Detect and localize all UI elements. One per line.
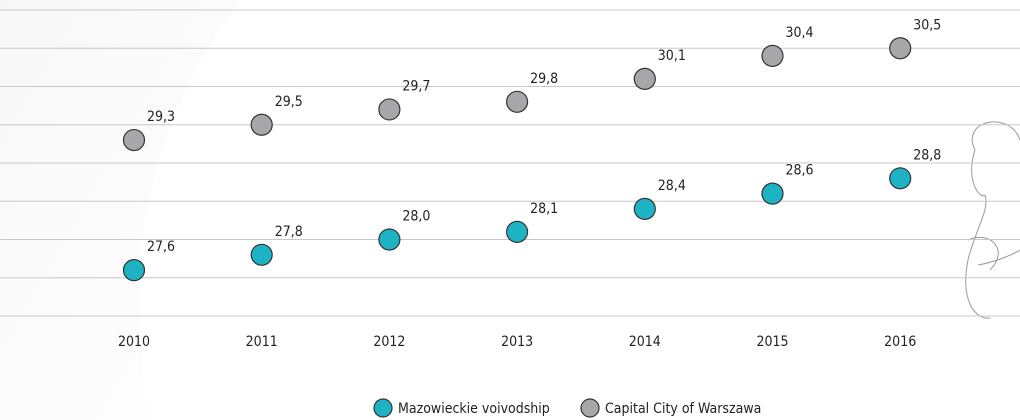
x-tick-label: 2012 bbox=[373, 334, 405, 350]
value-label: 28,1 bbox=[530, 201, 558, 217]
dot bbox=[762, 183, 783, 204]
dot bbox=[507, 91, 528, 112]
value-label: 28,6 bbox=[786, 163, 814, 179]
dot bbox=[124, 260, 145, 281]
value-label: 30,4 bbox=[786, 25, 814, 41]
value-label: 29,3 bbox=[147, 109, 175, 125]
legend-label: Mazowieckie voivodship bbox=[398, 401, 550, 417]
x-tick-label: 2013 bbox=[501, 334, 533, 350]
chart: 2010 2011 2012 2013 2014 2015 2016 27,6 27,8 28,0… bbox=[0, 0, 1020, 420]
x-tick-label: 2010 bbox=[118, 334, 150, 350]
value-label: 29,7 bbox=[402, 78, 430, 94]
dot bbox=[762, 45, 783, 66]
value-label: 29,8 bbox=[530, 71, 558, 87]
dot bbox=[251, 114, 272, 135]
value-label: 28,0 bbox=[402, 209, 430, 225]
dot bbox=[634, 198, 655, 219]
x-tick-label: 2016 bbox=[884, 334, 916, 350]
x-tick-label: 2014 bbox=[629, 334, 661, 350]
value-label: 27,8 bbox=[275, 224, 303, 240]
value-label: 30,5 bbox=[913, 17, 941, 33]
value-label: 30,1 bbox=[658, 48, 686, 64]
background-shape bbox=[0, 0, 240, 420]
value-label: 27,6 bbox=[147, 239, 175, 255]
x-tick-label: 2011 bbox=[246, 334, 278, 350]
value-label: 29,5 bbox=[275, 94, 303, 110]
dot bbox=[634, 68, 655, 89]
dot bbox=[890, 38, 911, 59]
dot bbox=[890, 168, 911, 189]
x-tick-label: 2015 bbox=[756, 334, 788, 350]
legend-swatch bbox=[374, 399, 392, 417]
legend-swatch bbox=[581, 399, 599, 417]
value-label: 28,8 bbox=[913, 147, 941, 163]
dot bbox=[251, 244, 272, 265]
value-label: 28,4 bbox=[658, 178, 686, 194]
dot bbox=[379, 99, 400, 120]
dot bbox=[507, 221, 528, 242]
dot bbox=[379, 229, 400, 250]
dot bbox=[124, 130, 145, 151]
legend-label: Capital City of Warszawa bbox=[605, 401, 761, 417]
illustration bbox=[966, 122, 1020, 318]
